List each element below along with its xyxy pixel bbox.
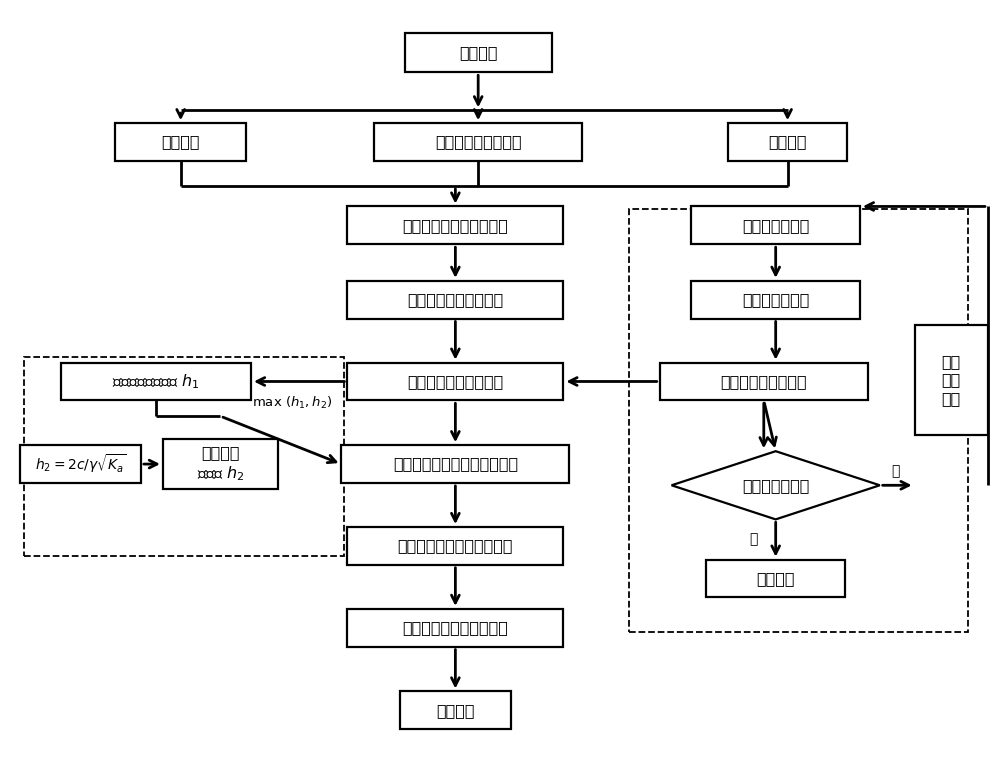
Text: 计算结束: 计算结束 [436,703,475,718]
Bar [24,357,344,556]
Text: 否: 否 [892,465,900,479]
Text: max $(h_1, h_2)$: max $(h_1, h_2)$ [252,394,332,411]
Text: 弹塑性力学计算: 弹塑性力学计算 [742,218,809,233]
Text: 输入边坡地层力学参数: 输入边坡地层力学参数 [407,292,504,307]
Bar [374,123,582,161]
Text: 确定拉破坏区深度 $h_1$: 确定拉破坏区深度 $h_1$ [112,372,200,391]
Text: $h_2=2c/\gamma\sqrt{K_a}$: $h_2=2c/\gamma\sqrt{K_a}$ [35,453,126,475]
Text: 破坏区是否贯通: 破坏区是否贯通 [742,478,809,493]
Bar [728,123,847,161]
Bar [405,33,552,72]
Text: 重新计算搜索多级滑动面: 重新计算搜索多级滑动面 [402,620,508,635]
Bar [347,280,563,319]
Bar [347,207,563,244]
Bar [61,362,251,401]
Polygon shape [672,451,880,519]
Text: 确定每一级滑动面的拉破坏区: 确定每一级滑动面的拉破坏区 [393,457,518,472]
Bar [691,207,860,244]
Bar [347,527,563,565]
Text: 增加
折减
程度: 增加 折减 程度 [942,354,961,406]
Text: 建立边坡有限元数値模型: 建立边坡有限元数値模型 [402,218,508,233]
Text: 拉破坏临
界深度 $h_2$: 拉破坏临 界深度 $h_2$ [197,445,244,483]
Text: 变形特征: 变形特征 [768,135,807,149]
Bar [691,280,860,319]
Text: 折减破坏区强度参数: 折减破坏区强度参数 [720,374,807,389]
Bar [347,609,563,647]
Text: 滑坡调查: 滑坡调查 [459,45,497,61]
Bar [660,362,868,401]
Bar [629,209,968,631]
Text: 计算完成: 计算完成 [756,571,795,586]
Text: 确定边坡破坏区: 确定边坡破坏区 [742,292,809,307]
Text: 区域范围: 区域范围 [161,135,200,149]
Text: 是: 是 [749,532,758,546]
Bar [115,123,246,161]
Text: 设定拉破坏区单元为空单元: 设定拉破坏区单元为空单元 [398,538,513,553]
Bar [915,325,988,435]
Bar [400,692,511,729]
Text: 水文与工程地质条件: 水文与工程地质条件 [435,135,521,149]
Bar [706,559,845,597]
Text: 有限元计算搜索滑动面: 有限元计算搜索滑动面 [407,374,504,389]
Bar [347,362,563,401]
Bar [341,445,569,483]
Bar [20,445,141,483]
Bar [163,440,278,489]
